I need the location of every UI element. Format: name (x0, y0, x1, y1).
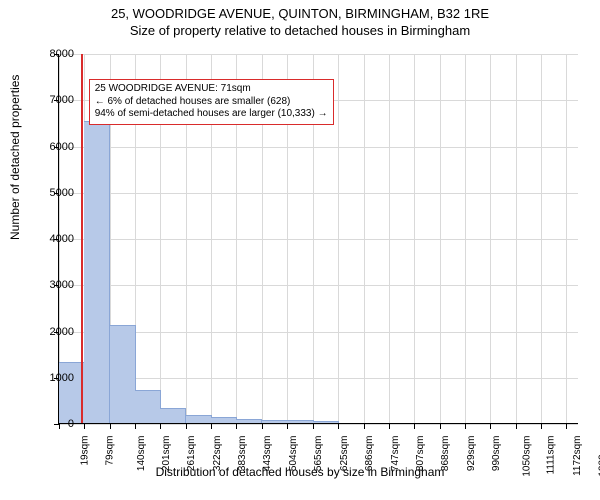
property-marker-line (81, 54, 83, 423)
gridline-v (389, 54, 390, 423)
annotation-line: 25 WOODRIDGE AVENUE: 71sqm (95, 83, 328, 96)
histogram-bar (186, 415, 212, 423)
gridline-v (465, 54, 466, 423)
xtick-mark (84, 424, 85, 429)
xtick-mark (490, 424, 491, 429)
xtick-mark (135, 424, 136, 429)
xtick-label: 19sqm (80, 436, 91, 466)
gridline-v (516, 54, 517, 423)
ytick-label: 8000 (40, 48, 74, 60)
gridline-h (59, 378, 578, 379)
histogram-bar (160, 408, 186, 423)
histogram-bar (287, 420, 313, 423)
ytick-label: 5000 (40, 187, 74, 199)
xtick-mark (389, 424, 390, 429)
annotation-box: 25 WOODRIDGE AVENUE: 71sqm← 6% of detach… (89, 79, 334, 125)
ytick-label: 1000 (40, 372, 74, 384)
gridline-h (59, 147, 578, 148)
xtick-mark (262, 424, 263, 429)
xtick-mark (287, 424, 288, 429)
histogram-bar (313, 421, 339, 423)
annotation-line: ← 6% of detached houses are smaller (628… (95, 96, 328, 109)
xtick-mark (236, 424, 237, 429)
xtick-mark (313, 424, 314, 429)
histogram-bar (110, 325, 136, 423)
xtick-mark (186, 424, 187, 429)
xtick-label: 79sqm (105, 436, 116, 466)
gridline-v (490, 54, 491, 423)
ytick-label: 2000 (40, 326, 74, 338)
gridline-h (59, 424, 578, 425)
xtick-mark (160, 424, 161, 429)
gridline-v (541, 54, 542, 423)
chart-titles: 25, WOODRIDGE AVENUE, QUINTON, BIRMINGHA… (0, 0, 600, 38)
ytick-label: 0 (40, 418, 74, 430)
container: { "titles": { "main": "25, WOODRIDGE AVE… (0, 0, 600, 500)
ytick-label: 3000 (40, 279, 74, 291)
histogram-bar (135, 390, 161, 423)
gridline-h (59, 54, 578, 55)
y-axis-label: Number of detached properties (8, 75, 22, 240)
annotation-line: 94% of semi-detached houses are larger (… (95, 108, 328, 121)
histogram-bar (262, 420, 288, 423)
gridline-h (59, 285, 578, 286)
gridline-h (59, 239, 578, 240)
plot-area: 19sqm79sqm140sqm201sqm261sqm322sqm383sqm… (58, 54, 578, 424)
histogram-bar (84, 121, 110, 423)
chart-title-main: 25, WOODRIDGE AVENUE, QUINTON, BIRMINGHA… (0, 6, 600, 21)
gridline-v (440, 54, 441, 423)
gridline-h (59, 193, 578, 194)
x-axis-label: Distribution of detached houses by size … (0, 465, 600, 479)
ytick-label: 4000 (40, 233, 74, 245)
xtick-mark (465, 424, 466, 429)
xtick-mark (566, 424, 567, 429)
gridline-v (566, 54, 567, 423)
histogram-bar (236, 419, 262, 423)
xtick-mark (414, 424, 415, 429)
xtick-mark (211, 424, 212, 429)
xtick-mark (338, 424, 339, 429)
chart-title-sub: Size of property relative to detached ho… (0, 23, 600, 38)
xtick-mark (364, 424, 365, 429)
xtick-mark (110, 424, 111, 429)
plot-wrap: 19sqm79sqm140sqm201sqm261sqm322sqm383sqm… (58, 54, 578, 424)
ytick-label: 7000 (40, 94, 74, 106)
gridline-v (364, 54, 365, 423)
xtick-mark (440, 424, 441, 429)
gridline-h (59, 332, 578, 333)
gridline-v (414, 54, 415, 423)
histogram-bar (211, 417, 237, 423)
ytick-label: 6000 (40, 141, 74, 153)
gridline-v (338, 54, 339, 423)
xtick-mark (516, 424, 517, 429)
xtick-mark (541, 424, 542, 429)
